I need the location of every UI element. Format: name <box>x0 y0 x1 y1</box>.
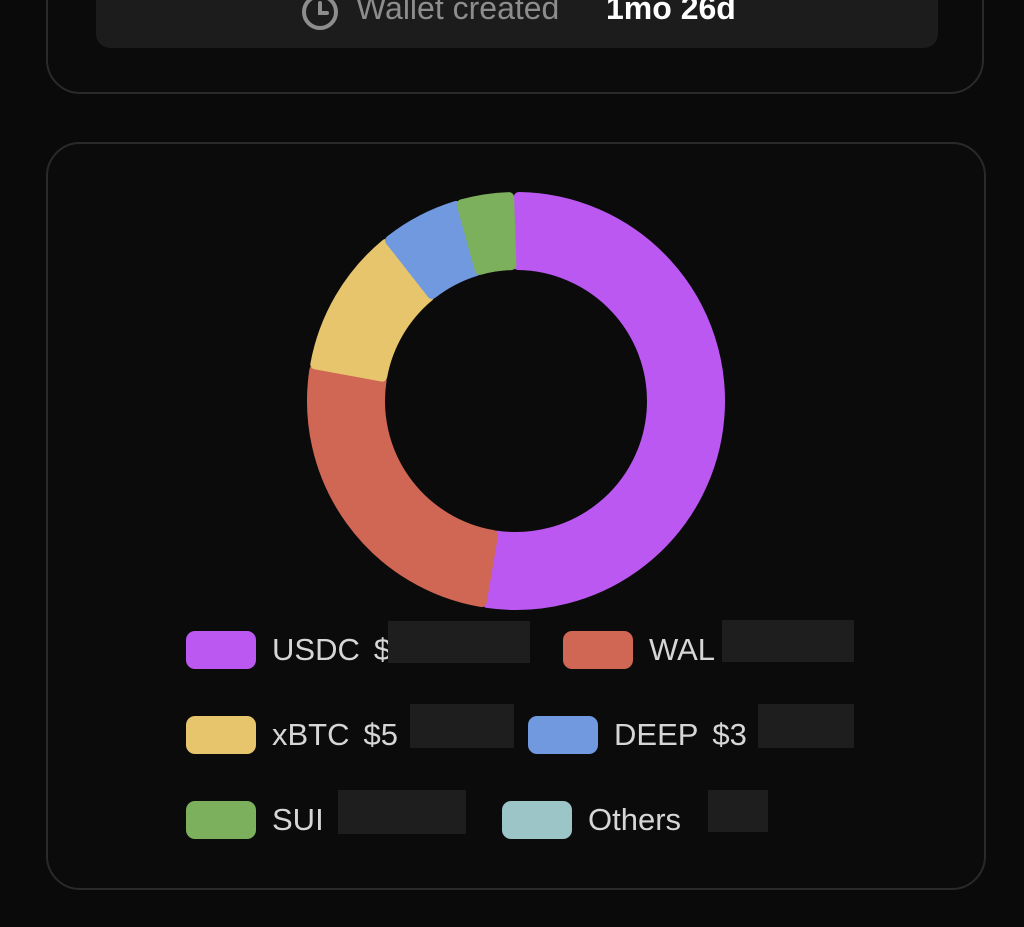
legend-label-usdc: USDC <box>272 632 360 667</box>
legend-item-wal[interactable]: WAL $ <box>563 630 746 670</box>
legend-swatch-usdc <box>186 631 256 669</box>
legend-value-deep: $3 <box>712 717 747 752</box>
legend-item-usdc[interactable]: USDC $ <box>186 630 391 670</box>
legend-value-xbtc: $5 <box>363 717 398 752</box>
redaction-mask <box>758 704 854 748</box>
wallet-created-value: 1mo 26d <box>606 0 736 26</box>
legend-label-sui: SUI <box>272 802 324 837</box>
donut-slice-wal[interactable] <box>307 365 499 608</box>
legend-swatch-others <box>502 801 572 839</box>
legend-item-sui[interactable]: SUI $ <box>186 800 355 840</box>
donut-slice-usdc[interactable] <box>482 192 725 610</box>
redaction-mask <box>388 621 530 663</box>
legend-label-xbtc: xBTC <box>272 717 350 752</box>
legend-item-xbtc[interactable]: xBTC $5 <box>186 715 398 755</box>
redaction-mask <box>338 790 466 834</box>
wallet-info-card: Wallet created 1mo 26d <box>46 0 984 94</box>
legend-label-others: Others <box>588 802 682 837</box>
legend-value-usdc: $ <box>373 632 392 667</box>
legend-label-deep: DEEP <box>614 717 699 752</box>
donut-slice-xbtc[interactable] <box>310 239 435 382</box>
legend-label-wal: WAL <box>649 632 716 667</box>
donut-slice-sui[interactable] <box>456 192 517 275</box>
legend-swatch-wal <box>563 631 633 669</box>
redaction-mask <box>708 790 768 832</box>
legend-swatch-xbtc <box>186 716 256 754</box>
wallet-created-row: Wallet created 1mo 26d <box>96 0 938 48</box>
legend-item-deep[interactable]: DEEP $3 <box>528 715 747 755</box>
clock-icon <box>302 0 338 30</box>
redaction-mask <box>410 704 514 748</box>
legend-item-others[interactable]: Others <box>502 800 695 840</box>
legend-swatch-sui <box>186 801 256 839</box>
redaction-mask <box>722 620 854 662</box>
legend-swatch-deep <box>528 716 598 754</box>
wallet-created-label: Wallet created <box>356 0 560 26</box>
